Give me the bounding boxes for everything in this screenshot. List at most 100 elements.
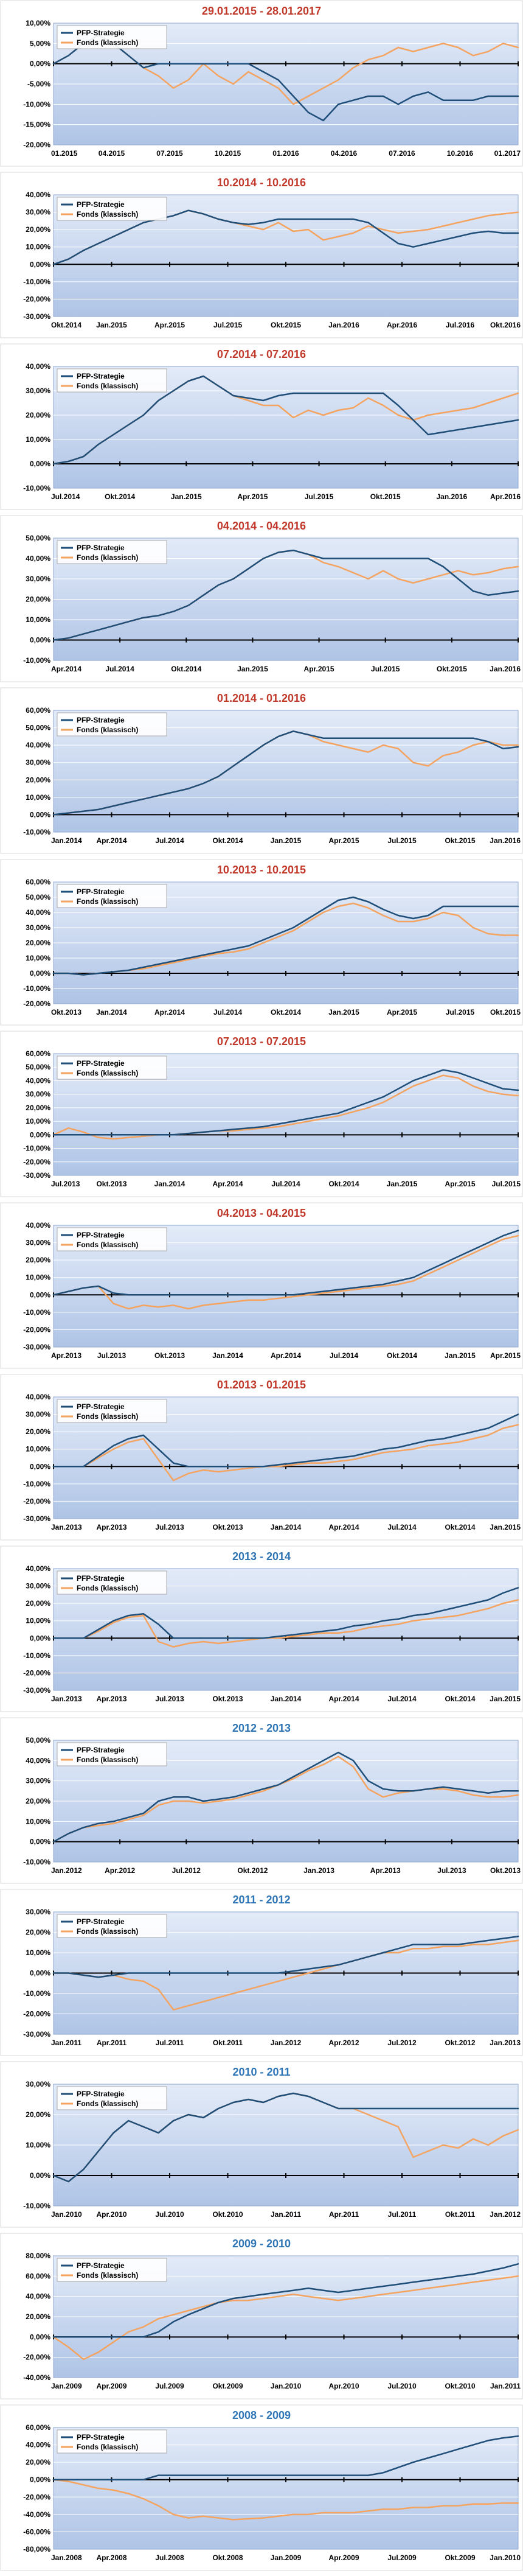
y-tick-label: 0,00% [30, 260, 50, 268]
y-tick-label: -30,00% [23, 2030, 50, 2039]
y-tick-label: -20,00% [23, 999, 50, 1008]
y-tick-label: -20,00% [23, 295, 50, 303]
x-tick-label: Jan.2014 [96, 1008, 127, 1017]
x-tick-label: Apr.2008 [96, 2553, 126, 2562]
y-tick-label: -5,00% [27, 80, 50, 88]
y-tick-label: -20,00% [23, 2010, 50, 2018]
y-tick-label: 0,00% [30, 1290, 50, 1299]
y-tick-label: 20,00% [26, 939, 50, 947]
x-tick-label: Jul.2009 [387, 2553, 417, 2562]
x-tick-label: Jul.2014 [51, 492, 80, 501]
x-tick-label: Okt.2015 [271, 321, 301, 329]
x-tick-label: Jan.2013 [51, 1523, 82, 1531]
y-tick-label: 20,00% [26, 2312, 50, 2321]
x-tick-label: Jul.2014 [271, 1180, 300, 1188]
y-tick-label: -20,00% [23, 141, 50, 149]
legend-label-fonds-klassisch: Fonds (klassisch) [77, 553, 138, 562]
x-tick-label: Apr.2015 [445, 1180, 475, 1188]
x-tick-label: Jul.2015 [446, 1008, 475, 1017]
x-tick-label: Jul.2015 [492, 1180, 521, 1188]
y-tick-label: -15,00% [23, 121, 50, 129]
y-tick-label: -40,00% [23, 2373, 50, 2382]
series-line-fonds-klassisch [52, 1939, 519, 2011]
x-tick-label: Apr.2014 [212, 1180, 243, 1188]
y-tick-label: -10,00% [23, 1480, 50, 1488]
legend-label-pfp-strategie: PFP-Strategie [77, 1917, 125, 1926]
x-tick-label: Jul.2008 [155, 2553, 184, 2562]
y-tick-label: 50,00% [26, 1063, 50, 1071]
x-tick-label: Jan.2013 [490, 2039, 521, 2047]
chart-title: 07.2013 - 07.2015 [217, 1035, 306, 1048]
x-tick-label: Jul.2013 [437, 1866, 466, 1875]
series-line-pfp-strategie [52, 2263, 519, 2338]
x-tick-label: Jan.2012 [51, 1866, 82, 1875]
legend-label-pfp-strategie: PFP-Strategie [77, 716, 125, 724]
x-tick-label: Jul.2011 [388, 2210, 417, 2219]
y-tick-label: 10,00% [26, 1617, 50, 1625]
y-tick-label: 30,00% [26, 923, 50, 932]
x-tick-label: Jan.2015 [171, 492, 202, 501]
x-tick-label: Jul.2015 [305, 492, 334, 501]
x-tick-label: Jul.2015 [387, 836, 417, 845]
y-tick-label: 60,00% [26, 2423, 50, 2432]
x-tick-label: Okt.2015 [370, 492, 401, 501]
legend-label-fonds-klassisch: Fonds (klassisch) [77, 210, 138, 219]
x-tick-label: Apr.2014 [328, 1695, 359, 1703]
x-tick-label: Jul.2015 [213, 321, 243, 329]
series-line-fonds-klassisch [52, 1074, 519, 1140]
legend-label-fonds-klassisch: Fonds (klassisch) [77, 2443, 138, 2451]
y-tick-label: 30,00% [26, 758, 50, 767]
y-tick-label: 0,00% [30, 636, 50, 645]
y-tick-label: 30,00% [26, 1410, 50, 1419]
y-tick-label: -30,00% [23, 1686, 50, 1695]
legend-label-pfp-strategie: PFP-Strategie [77, 1059, 125, 1068]
x-tick-label: Jul.2013 [155, 1695, 184, 1703]
y-tick-label: 0,00% [30, 1838, 50, 1846]
y-tick-label: -30,00% [23, 1343, 50, 1351]
y-tick-label: 20,00% [26, 1256, 50, 1264]
x-tick-label: Okt.2016 [490, 321, 521, 329]
x-tick-label: Jan.2013 [51, 1695, 82, 1703]
x-tick-label: Jul.2014 [155, 836, 184, 845]
x-tick-label: Apr.2013 [96, 1695, 126, 1703]
chart-title: 01.2013 - 01.2015 [217, 1379, 306, 1391]
x-tick-label: Apr.2014 [271, 1351, 301, 1360]
y-tick-label: -80,00% [23, 2545, 50, 2553]
y-tick-label: -60,00% [23, 2527, 50, 2536]
y-tick-label: 40,00% [26, 555, 50, 563]
y-tick-label: -20,00% [23, 1158, 50, 1166]
y-tick-label: -10,00% [23, 1858, 50, 1866]
chart-1: 29.01.2015 - 28.01.2017 10,00% 5,00% 0,00% -… [0, 0, 523, 167]
series-line-pfp-strategie [52, 34, 519, 122]
x-tick-label: Okt.2014 [212, 836, 243, 845]
legend [57, 712, 167, 737]
x-tick-label: Jan.2008 [51, 2553, 82, 2562]
chart-title: 07.2014 - 07.2016 [217, 348, 306, 360]
chart-14: 2009 - 2010 80,00% 60,00% 40,00% 20,00% 0,00%… [0, 2233, 523, 2399]
y-tick-label: 10,00% [26, 1445, 50, 1454]
y-tick-label: 0,00% [30, 2476, 50, 2484]
x-tick-label: 07.2015 [156, 149, 183, 158]
x-tick-label: 04.2015 [99, 149, 125, 158]
y-tick-label: 60,00% [26, 2272, 50, 2280]
y-tick-label: 30,00% [26, 1777, 50, 1785]
y-tick-label: 10,00% [26, 1948, 50, 1957]
y-tick-label: 30,00% [26, 1908, 50, 1916]
y-tick-label: -20,00% [23, 2493, 50, 2501]
x-tick-label: Jan.2011 [51, 2039, 81, 2047]
x-tick-label: Okt.2012 [445, 2039, 475, 2047]
y-tick-label: 50,00% [26, 1736, 50, 1745]
y-tick-label: 40,00% [26, 741, 50, 749]
legend-label-fonds-klassisch: Fonds (klassisch) [77, 2099, 138, 2108]
legend [57, 884, 167, 908]
chart-13: 2010 - 2011 30,00% 20,00% 10,00% 0,00% -10,00… [0, 2061, 523, 2228]
x-tick-label: Jan.2012 [271, 2039, 302, 2047]
x-tick-label: 07.2016 [389, 149, 415, 158]
y-tick-label: 30,00% [26, 1582, 50, 1591]
x-tick-label: Okt.2013 [51, 1008, 81, 1017]
chart-title: 01.2014 - 01.2016 [217, 692, 306, 704]
y-tick-label: 0,00% [30, 1634, 50, 1642]
legend-label-fonds-klassisch: Fonds (klassisch) [77, 2271, 138, 2280]
y-tick-label: 10,00% [26, 243, 50, 251]
y-tick-label: 30,00% [26, 2080, 50, 2088]
